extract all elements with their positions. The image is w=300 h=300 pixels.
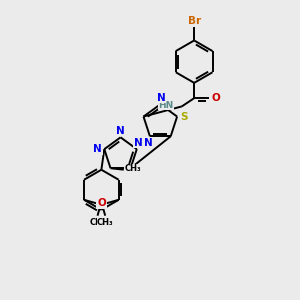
Text: O: O: [97, 198, 105, 208]
Text: CH₃: CH₃: [97, 218, 113, 227]
Text: Br: Br: [188, 16, 201, 26]
Text: HN: HN: [158, 101, 174, 110]
Text: O: O: [97, 198, 106, 208]
Text: N: N: [94, 144, 102, 154]
Text: N: N: [134, 138, 142, 148]
Text: N: N: [157, 93, 166, 103]
Text: CH₃: CH₃: [124, 164, 141, 173]
Text: O: O: [212, 93, 220, 103]
Text: S: S: [180, 112, 187, 122]
Text: CH₃: CH₃: [89, 218, 106, 227]
Text: N: N: [144, 138, 153, 148]
Text: N: N: [116, 126, 125, 136]
